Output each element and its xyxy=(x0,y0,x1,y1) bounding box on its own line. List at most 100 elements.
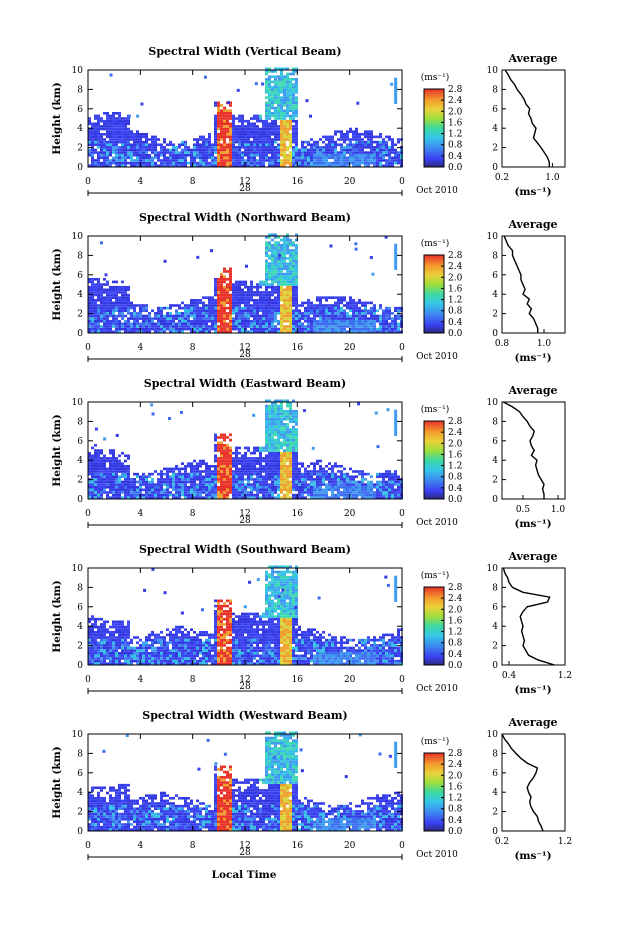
heatmap-cell xyxy=(280,72,283,76)
heatmap-cell xyxy=(322,488,325,492)
heatmap-cell xyxy=(271,130,274,133)
heatmap-cell xyxy=(199,309,202,313)
heatmap-cell xyxy=(226,475,229,479)
heatmap-cell xyxy=(112,488,115,492)
heatmap-cell xyxy=(286,275,289,279)
heatmap-cell xyxy=(256,459,259,463)
heatmap-cell xyxy=(136,161,139,165)
heatmap-cell xyxy=(280,483,283,486)
heatmap-cell xyxy=(361,472,364,476)
heatmap-cell xyxy=(208,140,211,144)
heatmap-cell xyxy=(382,330,385,333)
heatmap-cell xyxy=(220,156,223,160)
heatmap-cell xyxy=(361,485,364,489)
heatmap-cell xyxy=(109,291,112,294)
heatmap-cell xyxy=(256,285,259,289)
heatmap-cell xyxy=(271,280,274,284)
heatmap-cell xyxy=(349,140,352,144)
heatmap-cell xyxy=(214,130,217,133)
heatmap-cell xyxy=(238,306,241,310)
heatmap-cell xyxy=(100,451,103,455)
heatmap-cell xyxy=(319,301,322,305)
heatmap-cell xyxy=(94,291,97,294)
heatmap-cell xyxy=(109,462,112,465)
heatmap-cell xyxy=(232,464,235,468)
heatmap-cell xyxy=(394,266,398,270)
heatmap-cell xyxy=(157,312,160,315)
heatmap-cell xyxy=(316,330,319,333)
heatmap-cell xyxy=(289,457,292,460)
heatmap-cell xyxy=(286,80,289,84)
heatmap-cell xyxy=(91,470,94,473)
heatmap-cell xyxy=(262,151,265,154)
heatmap-cell xyxy=(307,314,310,318)
heatmap-cell xyxy=(178,156,181,160)
heatmap-cell xyxy=(238,146,241,149)
heatmap-cell xyxy=(268,77,271,81)
heatmap-cell xyxy=(322,467,325,471)
heatmap-cell xyxy=(241,454,244,458)
heatmap-cell xyxy=(385,135,388,139)
heatmap-cell xyxy=(271,293,274,297)
heatmap-cell xyxy=(385,161,388,165)
heatmap-cell xyxy=(214,283,217,286)
heatmap-cell xyxy=(199,138,202,141)
heatmap-cell xyxy=(394,95,398,99)
heatmap-cell xyxy=(220,483,223,486)
heatmap-cell xyxy=(91,143,94,147)
heatmap-cell xyxy=(214,304,217,307)
heatmap-cell xyxy=(268,283,271,286)
heatmap-cell xyxy=(382,159,385,162)
heatmap-cell xyxy=(190,493,193,497)
heatmap-cell xyxy=(268,254,271,258)
heatmap-cell xyxy=(319,491,322,494)
heatmap-cell xyxy=(229,109,232,113)
heatmap-cell xyxy=(283,146,286,149)
heatmap-cell xyxy=(289,467,292,471)
heatmap-cell xyxy=(298,153,301,157)
heatmap-cell xyxy=(217,467,220,471)
heatmap-cell xyxy=(205,146,208,149)
heatmap-cell xyxy=(91,493,94,497)
heatmap-cell xyxy=(385,330,388,333)
heatmap-cell xyxy=(268,430,271,434)
heatmap-cell xyxy=(343,327,346,331)
heatmap-cell xyxy=(244,462,247,465)
heatmap-cell xyxy=(280,475,283,479)
heatmap-cell xyxy=(103,491,106,494)
heatmap-cell xyxy=(256,478,259,481)
heatmap-cell xyxy=(220,457,223,460)
heatmap-cell xyxy=(373,491,376,494)
heatmap-cell xyxy=(268,140,271,144)
heatmap-cell xyxy=(394,319,397,323)
heatmap-cell xyxy=(280,119,283,123)
heatmap-cell xyxy=(322,478,325,481)
heatmap-cell xyxy=(313,480,316,484)
heatmap-cell xyxy=(277,153,280,157)
heatmap-cell xyxy=(196,493,199,497)
heatmap-cell xyxy=(328,296,331,299)
heatmap-cell xyxy=(286,451,289,455)
heatmap-cell xyxy=(226,148,229,152)
heatmap-cell xyxy=(367,138,370,141)
heatmap-cell xyxy=(358,161,361,165)
heatmap-cell xyxy=(250,325,253,328)
heatmap-cell xyxy=(280,83,283,86)
heatmap-cell xyxy=(205,143,208,147)
heatmap-cell xyxy=(331,140,334,144)
heatmap-cell xyxy=(262,280,265,284)
heatmap-cell xyxy=(235,319,238,323)
heatmap-cell xyxy=(271,433,274,437)
heatmap-cell xyxy=(295,264,298,268)
heatmap-cell xyxy=(355,327,358,331)
heatmap-cell xyxy=(334,151,337,154)
heatmap-cell xyxy=(115,156,118,160)
average-x-tick-label: 0.2 xyxy=(495,173,509,183)
heatmap-cell xyxy=(178,312,181,315)
heatmap-cell xyxy=(259,485,262,489)
heatmap-cell xyxy=(244,451,247,455)
heatmap-cell xyxy=(184,151,187,154)
heatmap-cell xyxy=(307,327,310,331)
heatmap-cell xyxy=(298,151,301,154)
heatmap-cell xyxy=(109,285,112,289)
